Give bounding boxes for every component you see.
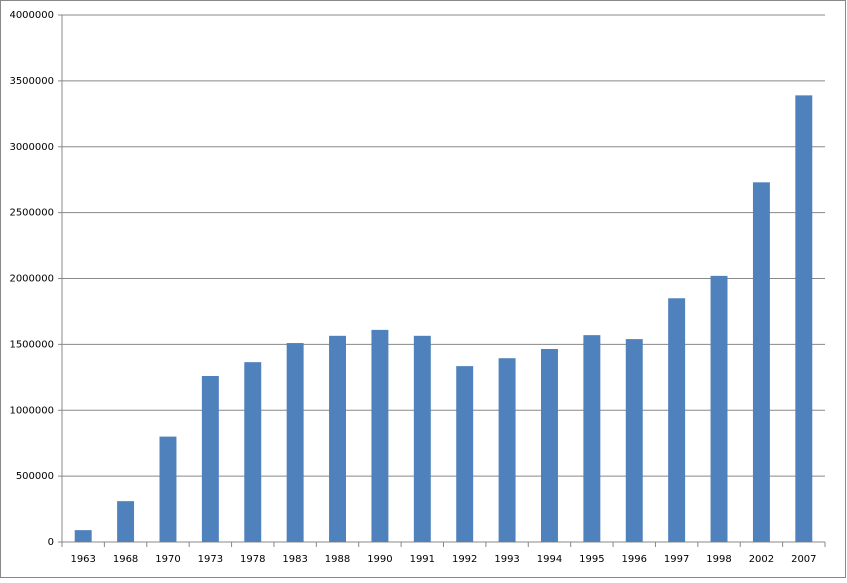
x-tick-label: 1996 (622, 554, 647, 565)
x-tick-label: 1963 (70, 554, 95, 565)
y-tick-label: 1000000 (9, 405, 54, 416)
bar (498, 358, 516, 542)
x-tick-label: 1988 (325, 554, 350, 565)
y-tick-label: 3500000 (9, 76, 54, 87)
y-tick-label: 4000000 (9, 10, 54, 21)
y-tick-label: 0 (48, 537, 54, 548)
bar (244, 362, 262, 542)
x-tick-label: 1978 (240, 554, 265, 565)
bar (286, 343, 304, 542)
bar (117, 501, 135, 542)
bar (752, 182, 770, 542)
y-tick-label: 3000000 (9, 142, 54, 153)
bar (159, 436, 177, 542)
bar (74, 530, 92, 542)
bar (668, 298, 686, 542)
x-tick-label: 1993 (494, 554, 519, 565)
x-tick-label: 1990 (367, 554, 392, 565)
y-tick-label: 2000000 (9, 274, 54, 285)
x-tick-label: 1973 (198, 554, 223, 565)
y-tick-label: 2500000 (9, 208, 54, 219)
x-tick-label: 1968 (113, 554, 138, 565)
x-tick-label: 1992 (452, 554, 477, 565)
bar (456, 366, 474, 542)
bar (795, 95, 813, 543)
bar (413, 335, 431, 542)
bar (710, 275, 728, 542)
y-tick-label: 500000 (16, 471, 54, 482)
x-tick-label: 2007 (791, 554, 816, 565)
x-tick-label: 1998 (706, 554, 731, 565)
bar (201, 375, 219, 542)
bar (583, 335, 601, 542)
bar (540, 348, 558, 542)
bar (625, 339, 643, 542)
y-tick-label: 1500000 (9, 339, 54, 350)
x-tick-label: 1994 (537, 554, 562, 565)
x-tick-label: 1995 (579, 554, 604, 565)
x-tick-label: 1983 (282, 554, 307, 565)
x-tick-label: 1970 (155, 554, 180, 565)
x-tick-label: 1991 (410, 554, 435, 565)
x-tick-label: 1997 (664, 554, 689, 565)
x-tick-label: 2002 (749, 554, 774, 565)
bar (329, 335, 347, 542)
bar (371, 329, 389, 542)
